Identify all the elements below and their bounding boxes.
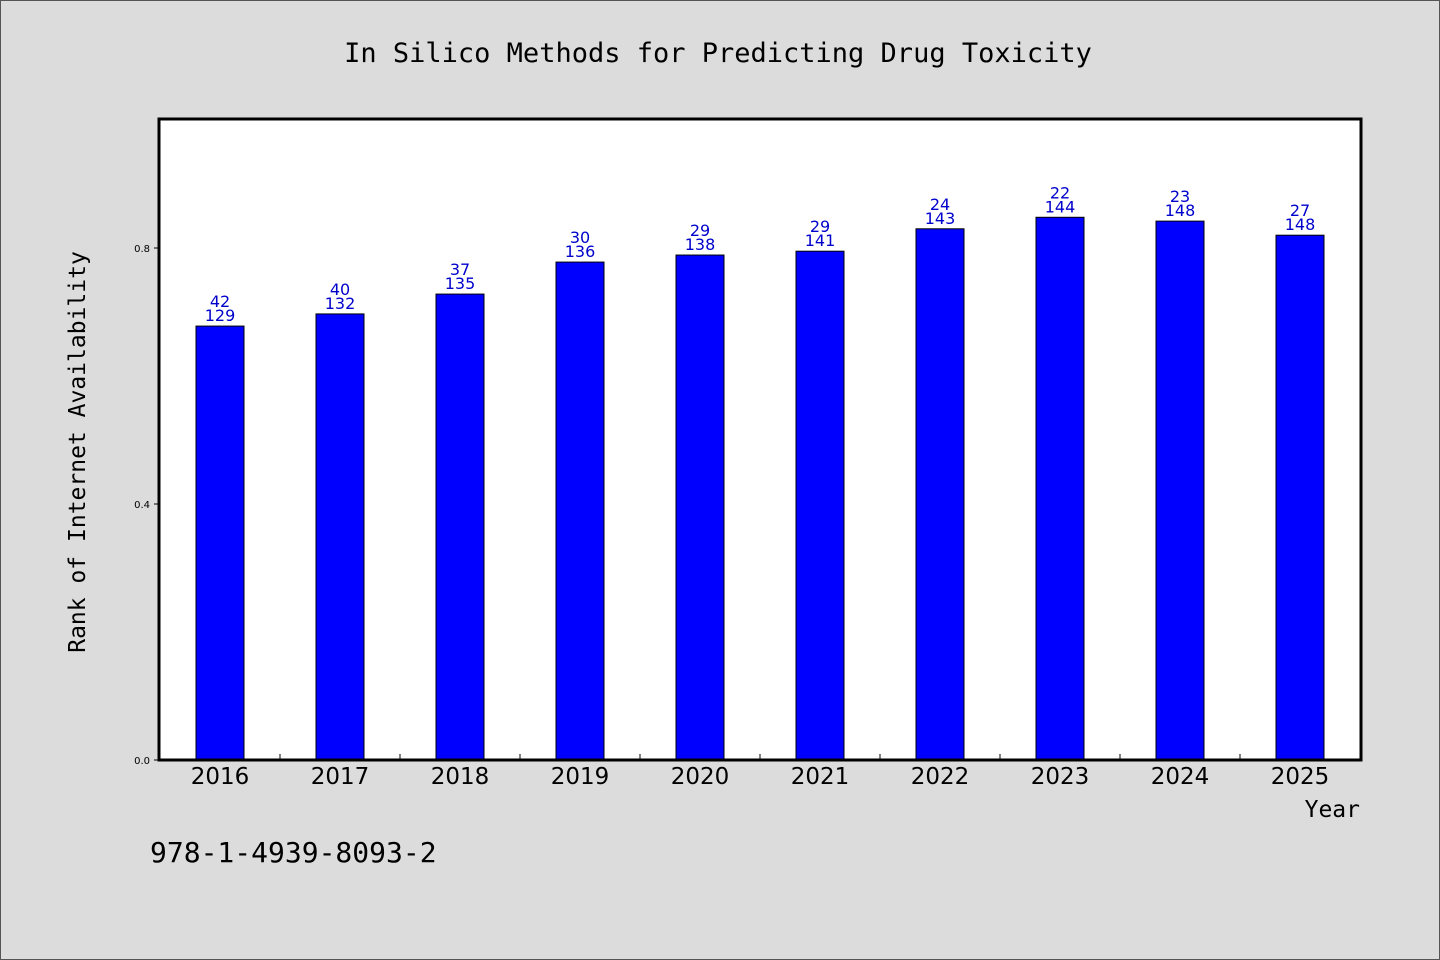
bar-label-top-2018: 37 (450, 260, 470, 279)
y-tick-label-0.4: 0.4 (134, 500, 150, 511)
bar-2025 (1275, 234, 1325, 761)
bar-label-top-2017: 40 (330, 280, 350, 299)
bar-2021 (795, 250, 845, 761)
data-labels-group: 4212940132371353013629138291412414322144… (205, 183, 1316, 325)
bar-label-bottom-2020: 138 (685, 235, 716, 254)
chart-title: In Silico Methods for Predicting Drug To… (344, 38, 1092, 69)
x-axis-label: Year (1305, 797, 1360, 823)
bar-label-bottom-2017: 132 (325, 294, 356, 313)
x-tick-label-2020: 2020 (671, 764, 730, 790)
bar-label-bottom-2019: 136 (565, 242, 596, 261)
bar-label-top-2021: 29 (810, 217, 830, 236)
x-tick-label-2025: 2025 (1271, 764, 1330, 790)
bar-label-top-2020: 29 (690, 221, 710, 240)
x-axis-ticks: 2016 2017 2018 2019 2020 2021 2022 2023 2024 2025 (191, 754, 1330, 790)
bar-label-bottom-2023: 144 (1045, 197, 1076, 216)
bar-2020 (675, 254, 725, 761)
bar-label-top-2025: 27 (1290, 201, 1310, 220)
plot-border (157, 117, 1363, 762)
bar-label-bottom-2024: 148 (1165, 201, 1196, 220)
x-tick-label-2021: 2021 (791, 764, 850, 790)
x-tick-label-2017: 2017 (311, 764, 370, 790)
y-axis-label: Rank of Internet Availability (65, 251, 91, 653)
y-tick-label-0.8: 0.8 (134, 244, 150, 255)
isbn-text: 978-1-4939-8093-2 (150, 836, 437, 869)
bar-2022 (915, 228, 965, 761)
x-tick-label-2023: 2023 (1031, 764, 1090, 790)
bar-2016 (195, 325, 245, 761)
bar-2024 (1155, 220, 1205, 761)
y-tick-label-0.0: 0.0 (134, 756, 150, 767)
x-tick-label-2016: 2016 (191, 764, 250, 790)
bar-label-top-2022: 24 (930, 195, 950, 214)
x-tick-label-2019: 2019 (551, 764, 610, 790)
bar-label-top-2024: 23 (1170, 187, 1190, 206)
bar-label-top-2016: 42 (210, 292, 230, 311)
x-tick-label-2022: 2022 (911, 764, 970, 790)
bar-label-bottom-2018: 135 (445, 274, 476, 293)
x-tick-label-2018: 2018 (431, 764, 490, 790)
bar-2023 (1035, 216, 1085, 761)
y-axis-ticks: 0.0 0.4 0.8 (134, 244, 160, 767)
bars-group (195, 216, 1325, 761)
bar-label-bottom-2016: 129 (205, 306, 236, 325)
bar-label-top-2023: 22 (1050, 183, 1070, 202)
bar-label-bottom-2022: 143 (925, 209, 956, 228)
bar-2019 (555, 261, 605, 761)
bar-label-bottom-2025: 148 (1285, 215, 1316, 234)
bar-label-bottom-2021: 141 (805, 231, 836, 250)
bar-2018 (435, 293, 485, 761)
bar-label-top-2019: 30 (570, 228, 590, 247)
x-tick-label-2024: 2024 (1151, 764, 1210, 790)
bar-2017 (315, 313, 365, 761)
